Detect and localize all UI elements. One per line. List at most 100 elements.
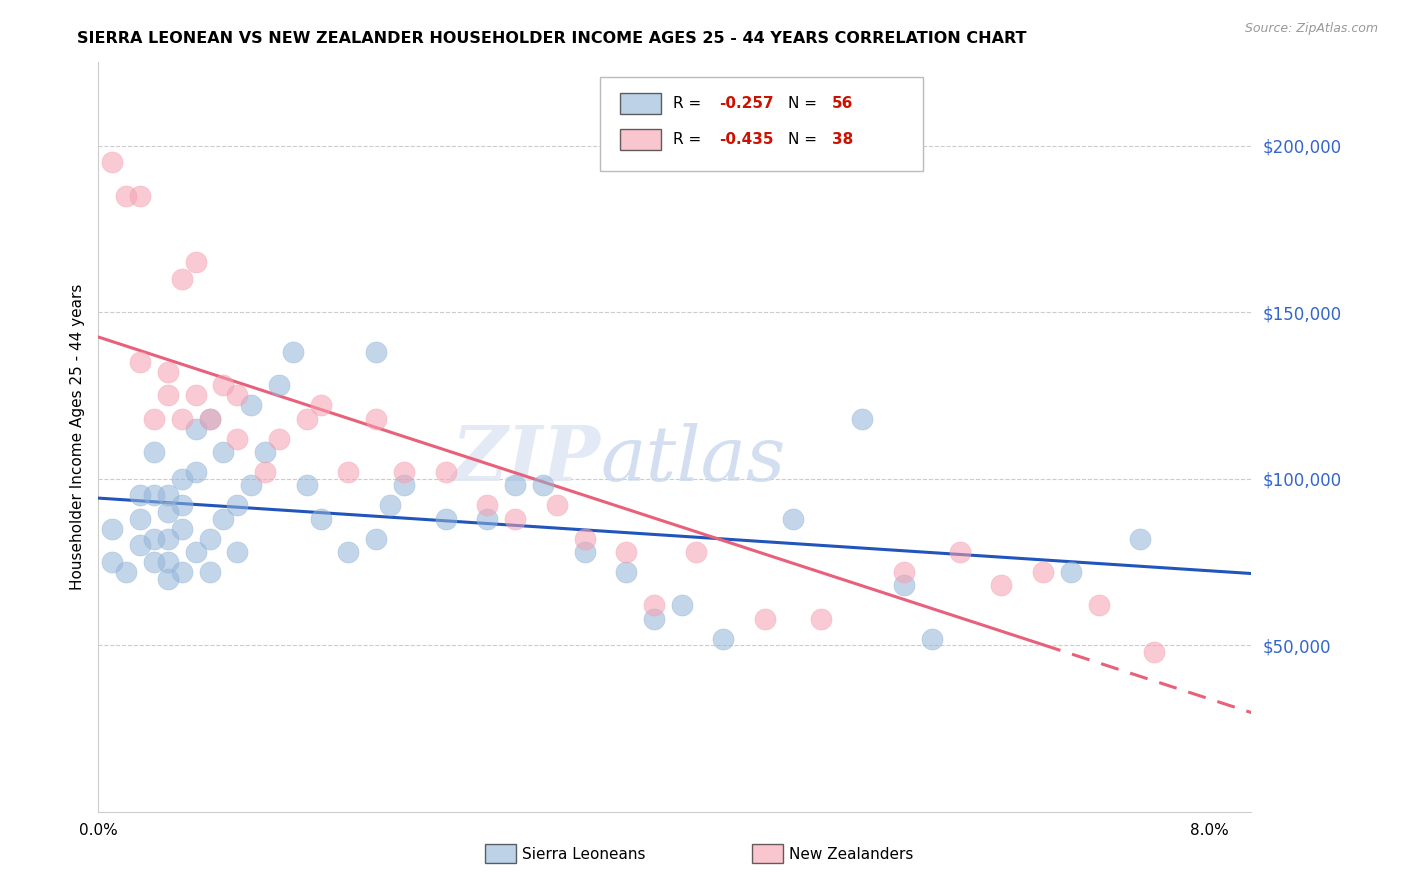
Point: [503, 511, 526, 525]
Point: [851, 411, 873, 425]
Text: Sierra Leoneans: Sierra Leoneans: [522, 847, 645, 862]
Point: [295, 411, 318, 425]
Point: [1060, 565, 1083, 579]
Point: [143, 411, 166, 425]
Point: [212, 378, 235, 392]
Point: [1129, 532, 1152, 546]
Point: [267, 378, 290, 392]
Point: [378, 499, 401, 513]
Text: N =: N =: [787, 96, 821, 112]
Point: [366, 532, 388, 546]
Point: [170, 472, 193, 486]
Point: [782, 511, 804, 525]
Point: [170, 522, 193, 536]
Point: [143, 445, 166, 459]
Point: [226, 432, 249, 446]
Point: [129, 511, 152, 525]
Text: -0.435: -0.435: [718, 132, 773, 147]
Point: [990, 578, 1012, 592]
Point: [434, 511, 457, 525]
Point: [226, 499, 249, 513]
Point: [240, 399, 263, 413]
Point: [101, 155, 124, 169]
Point: [184, 422, 207, 436]
Point: [574, 532, 596, 546]
Point: [434, 465, 457, 479]
Point: [309, 511, 332, 525]
Point: [115, 565, 138, 579]
Text: R =: R =: [672, 132, 706, 147]
Point: [129, 188, 152, 202]
Point: [309, 399, 332, 413]
Point: [392, 478, 415, 492]
Point: [1143, 645, 1166, 659]
Point: [198, 411, 221, 425]
Point: [671, 599, 693, 613]
Point: [810, 611, 832, 625]
Text: Source: ZipAtlas.com: Source: ZipAtlas.com: [1244, 22, 1378, 36]
Point: [614, 545, 637, 559]
Point: [1032, 565, 1054, 579]
Point: [893, 578, 915, 592]
Point: [295, 478, 318, 492]
Point: [240, 478, 263, 492]
Point: [129, 488, 152, 502]
Text: ZIP: ZIP: [451, 423, 600, 497]
Point: [198, 565, 221, 579]
Point: [170, 565, 193, 579]
Point: [143, 532, 166, 546]
Point: [198, 411, 221, 425]
FancyBboxPatch shape: [600, 78, 922, 171]
Point: [170, 272, 193, 286]
Text: -0.257: -0.257: [718, 96, 773, 112]
Point: [949, 545, 972, 559]
Point: [754, 611, 776, 625]
Point: [254, 445, 277, 459]
Point: [366, 411, 388, 425]
Point: [267, 432, 290, 446]
Point: [1087, 599, 1109, 613]
Point: [531, 478, 554, 492]
FancyBboxPatch shape: [620, 129, 661, 150]
Point: [156, 555, 179, 569]
Point: [170, 499, 193, 513]
Point: [115, 188, 138, 202]
Point: [503, 478, 526, 492]
Point: [921, 632, 943, 646]
Text: atlas: atlas: [600, 423, 786, 497]
Point: [337, 545, 360, 559]
Y-axis label: Householder Income Ages 25 - 44 years: Householder Income Ages 25 - 44 years: [69, 284, 84, 591]
Point: [477, 511, 499, 525]
Point: [337, 465, 360, 479]
Point: [643, 611, 665, 625]
Point: [281, 345, 304, 359]
Point: [893, 565, 915, 579]
Text: 38: 38: [832, 132, 853, 147]
Point: [574, 545, 596, 559]
Text: New Zealanders: New Zealanders: [789, 847, 912, 862]
Point: [129, 538, 152, 552]
Point: [143, 555, 166, 569]
Point: [184, 545, 207, 559]
Point: [184, 388, 207, 402]
Point: [101, 522, 124, 536]
Text: N =: N =: [787, 132, 821, 147]
Point: [170, 411, 193, 425]
Point: [156, 505, 179, 519]
Point: [101, 555, 124, 569]
Point: [156, 388, 179, 402]
Point: [685, 545, 707, 559]
Point: [614, 565, 637, 579]
Point: [546, 499, 568, 513]
Point: [212, 511, 235, 525]
Point: [143, 488, 166, 502]
Point: [392, 465, 415, 479]
Point: [254, 465, 277, 479]
Point: [156, 365, 179, 379]
Point: [129, 355, 152, 369]
Point: [184, 465, 207, 479]
Point: [156, 532, 179, 546]
Text: SIERRA LEONEAN VS NEW ZEALANDER HOUSEHOLDER INCOME AGES 25 - 44 YEARS CORRELATIO: SIERRA LEONEAN VS NEW ZEALANDER HOUSEHOL…: [77, 31, 1026, 46]
Text: 56: 56: [832, 96, 853, 112]
Text: R =: R =: [672, 96, 706, 112]
